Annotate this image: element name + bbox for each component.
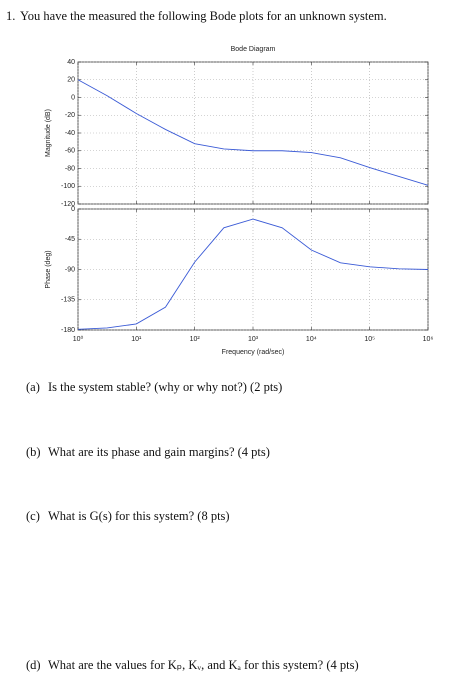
y-tick-label: -135 [61, 297, 75, 304]
x-tick-label: 10⁵ [364, 336, 375, 343]
question-text: What are the values for Kₚ, Kᵥ, and Kₐ f… [48, 658, 359, 672]
chart-title: Bode Diagram [231, 46, 276, 53]
data-line [77, 218, 429, 330]
y-tick-label: -90 [65, 266, 75, 273]
question-text: Is the system stable? (why or why not?) … [48, 380, 282, 394]
question-label: (d) [26, 658, 41, 672]
x-tick-label: 10¹ [131, 336, 142, 343]
y-tick-label: -80 [65, 165, 75, 172]
x-tick-label: 10⁰ [73, 335, 84, 343]
problem-number: 1. [6, 9, 15, 23]
question-label: (b) [26, 445, 41, 459]
y-tick-label: -60 [65, 148, 75, 155]
x-tick-label: 10² [190, 336, 201, 343]
y-tick-label: 20 [67, 77, 75, 84]
y-tick-label: -40 [65, 130, 75, 137]
question-label: (c) [26, 509, 40, 523]
y-tick-label: -120 [61, 201, 75, 208]
question-text: What is G(s) for this system? (8 pts) [48, 509, 230, 523]
y-tick-label: -100 [61, 183, 75, 190]
problem-text: You have the measured the following Bode… [20, 9, 387, 23]
question-text: What are its phase and gain margins? (4 … [48, 445, 270, 459]
y-tick-label: 0 [71, 206, 75, 213]
y-axis-label: Magnitude (dB) [45, 109, 52, 157]
y-tick-label: -20 [65, 112, 75, 119]
y-tick-label: -45 [65, 236, 75, 243]
x-axis-label: Frequency (rad/sec) [222, 349, 285, 356]
y-tick-label: 40 [67, 59, 75, 66]
y-tick-label: 0 [71, 94, 75, 101]
x-tick-label: 10⁶ [423, 336, 434, 343]
data-line [77, 79, 429, 186]
y-axis-label: Phase (deg) [45, 250, 52, 288]
y-tick-label: -180 [61, 327, 75, 334]
x-tick-label: 10³ [248, 336, 259, 343]
question-label: (a) [26, 380, 40, 394]
x-tick-label: 10⁴ [306, 336, 317, 343]
